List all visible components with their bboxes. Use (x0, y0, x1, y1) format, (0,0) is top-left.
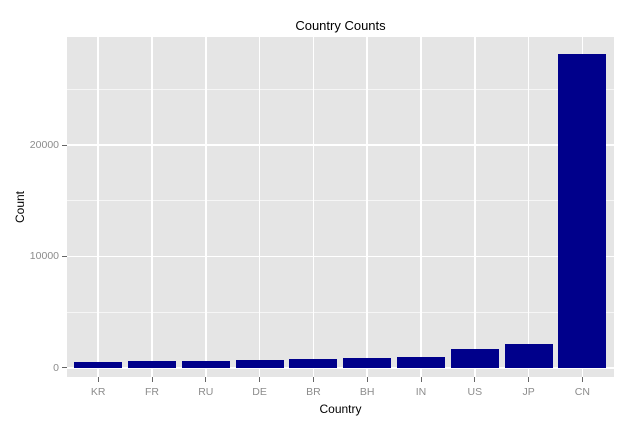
y-axis-title: Count (13, 190, 27, 224)
x-tick-label: CN (574, 386, 590, 398)
x-tick-label: IN (415, 386, 427, 398)
category-gridline (205, 37, 207, 377)
bar-kr (74, 361, 123, 368)
y-tick-mark (62, 144, 67, 146)
minor-gridline (67, 88, 614, 90)
category-gridline (151, 37, 153, 377)
category-gridline (97, 37, 99, 377)
x-tick-mark (259, 377, 261, 382)
x-tick-mark (97, 377, 99, 382)
x-tick-mark (474, 377, 476, 382)
x-tick-mark (581, 377, 583, 382)
x-tick-label: RU (198, 386, 214, 398)
category-gridline (366, 37, 368, 377)
y-tick-mark (62, 367, 67, 369)
category-gridline (312, 37, 315, 377)
y-tick-mark (62, 255, 67, 257)
x-tick-mark (528, 377, 530, 382)
x-tick-label: JP (522, 386, 535, 398)
minor-gridline (67, 311, 614, 313)
x-tick-label: DE (252, 386, 267, 398)
bar-bh (343, 358, 392, 368)
category-gridline (474, 37, 476, 377)
category-gridline (420, 37, 422, 377)
chart-title: Country Counts (295, 18, 386, 33)
x-axis-title: Country (319, 402, 362, 416)
major-gridline (67, 144, 614, 146)
category-gridline (258, 37, 261, 377)
x-tick-mark (151, 377, 153, 382)
minor-gridline (67, 200, 614, 202)
major-gridline (67, 255, 614, 258)
bar-ru (181, 360, 230, 368)
bar-jp (504, 344, 553, 368)
major-gridline (67, 367, 614, 369)
bar-cn (558, 53, 607, 368)
category-gridline (527, 37, 530, 377)
bar-de (235, 359, 284, 368)
x-tick-mark (420, 377, 422, 382)
bar-us (450, 348, 499, 368)
bar-in (397, 357, 445, 368)
x-tick-mark (312, 377, 314, 382)
x-tick-label: BR (306, 386, 321, 398)
x-tick-mark (205, 377, 207, 382)
bar-br (289, 358, 338, 368)
x-tick-mark (366, 377, 368, 382)
x-tick-label: BH (359, 386, 375, 398)
y-tick-label: 10000 (29, 250, 59, 263)
y-tick-label: 20000 (29, 139, 59, 152)
y-tick-label: 0 (53, 361, 59, 374)
plot-panel (67, 37, 614, 377)
x-tick-label: US (467, 386, 483, 398)
bar-fr (128, 361, 176, 368)
x-tick-label: KR (90, 386, 106, 398)
x-tick-label: FR (145, 386, 159, 398)
